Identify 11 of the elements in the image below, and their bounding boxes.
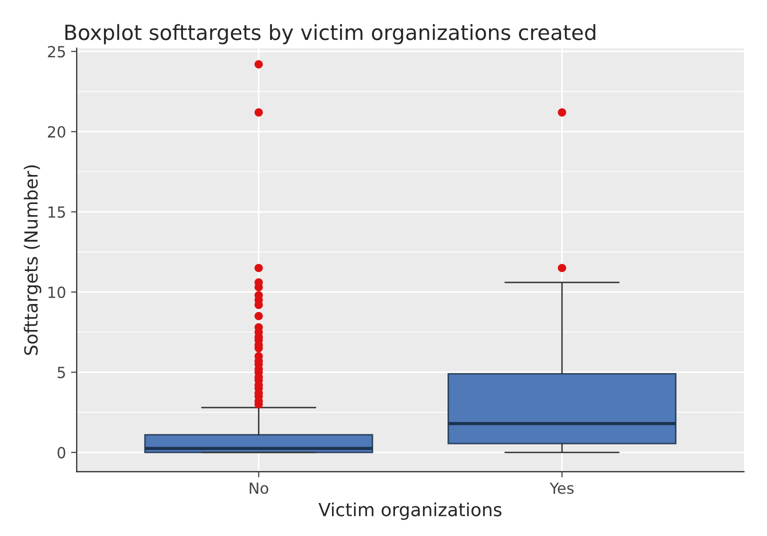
y-tick-label: 10	[48, 286, 66, 298]
y-tick-label: 20	[48, 126, 66, 138]
chart-title: Boxplot softtargets by victim organizations created	[65, 24, 596, 44]
y-tick-label: 0	[58, 446, 66, 458]
x-tick-label: No	[250, 482, 268, 494]
x-axis-title: Victim organizations	[318, 502, 502, 520]
y-tick-label: 15	[48, 206, 65, 218]
x-tick-label: Yes	[550, 482, 574, 494]
y-tick-label: 5	[58, 366, 65, 378]
y-tick-label: 25	[48, 46, 65, 58]
y-axis-title: Softtargets (Number)	[24, 165, 42, 355]
